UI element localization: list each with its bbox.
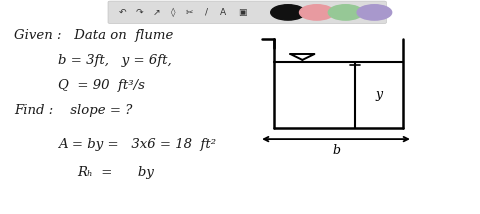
Text: ◊: ◊ bbox=[170, 8, 175, 17]
Text: A = by =   3x6 = 18  ft²: A = by = 3x6 = 18 ft² bbox=[58, 138, 216, 151]
Text: Q  = 90  ft³/s: Q = 90 ft³/s bbox=[58, 79, 144, 92]
Text: Rₕ  =      by: Rₕ = by bbox=[77, 166, 154, 179]
Text: b = 3ft,   y = 6ft,: b = 3ft, y = 6ft, bbox=[58, 55, 171, 67]
Text: Given :   Data on  flume: Given : Data on flume bbox=[14, 29, 174, 42]
FancyBboxPatch shape bbox=[108, 1, 386, 24]
Circle shape bbox=[271, 5, 305, 20]
Circle shape bbox=[300, 5, 334, 20]
Text: ↗: ↗ bbox=[152, 8, 160, 17]
Text: ↶: ↶ bbox=[119, 8, 126, 17]
Text: /: / bbox=[205, 8, 208, 17]
Text: y: y bbox=[376, 88, 383, 101]
Text: ✂: ✂ bbox=[186, 8, 193, 17]
Circle shape bbox=[328, 5, 363, 20]
Text: ▣: ▣ bbox=[238, 8, 247, 17]
Text: Find :    slope = ?: Find : slope = ? bbox=[14, 104, 133, 117]
Text: ↷: ↷ bbox=[135, 8, 143, 17]
Text: b: b bbox=[332, 144, 340, 157]
Circle shape bbox=[357, 5, 392, 20]
Text: A: A bbox=[220, 8, 226, 17]
